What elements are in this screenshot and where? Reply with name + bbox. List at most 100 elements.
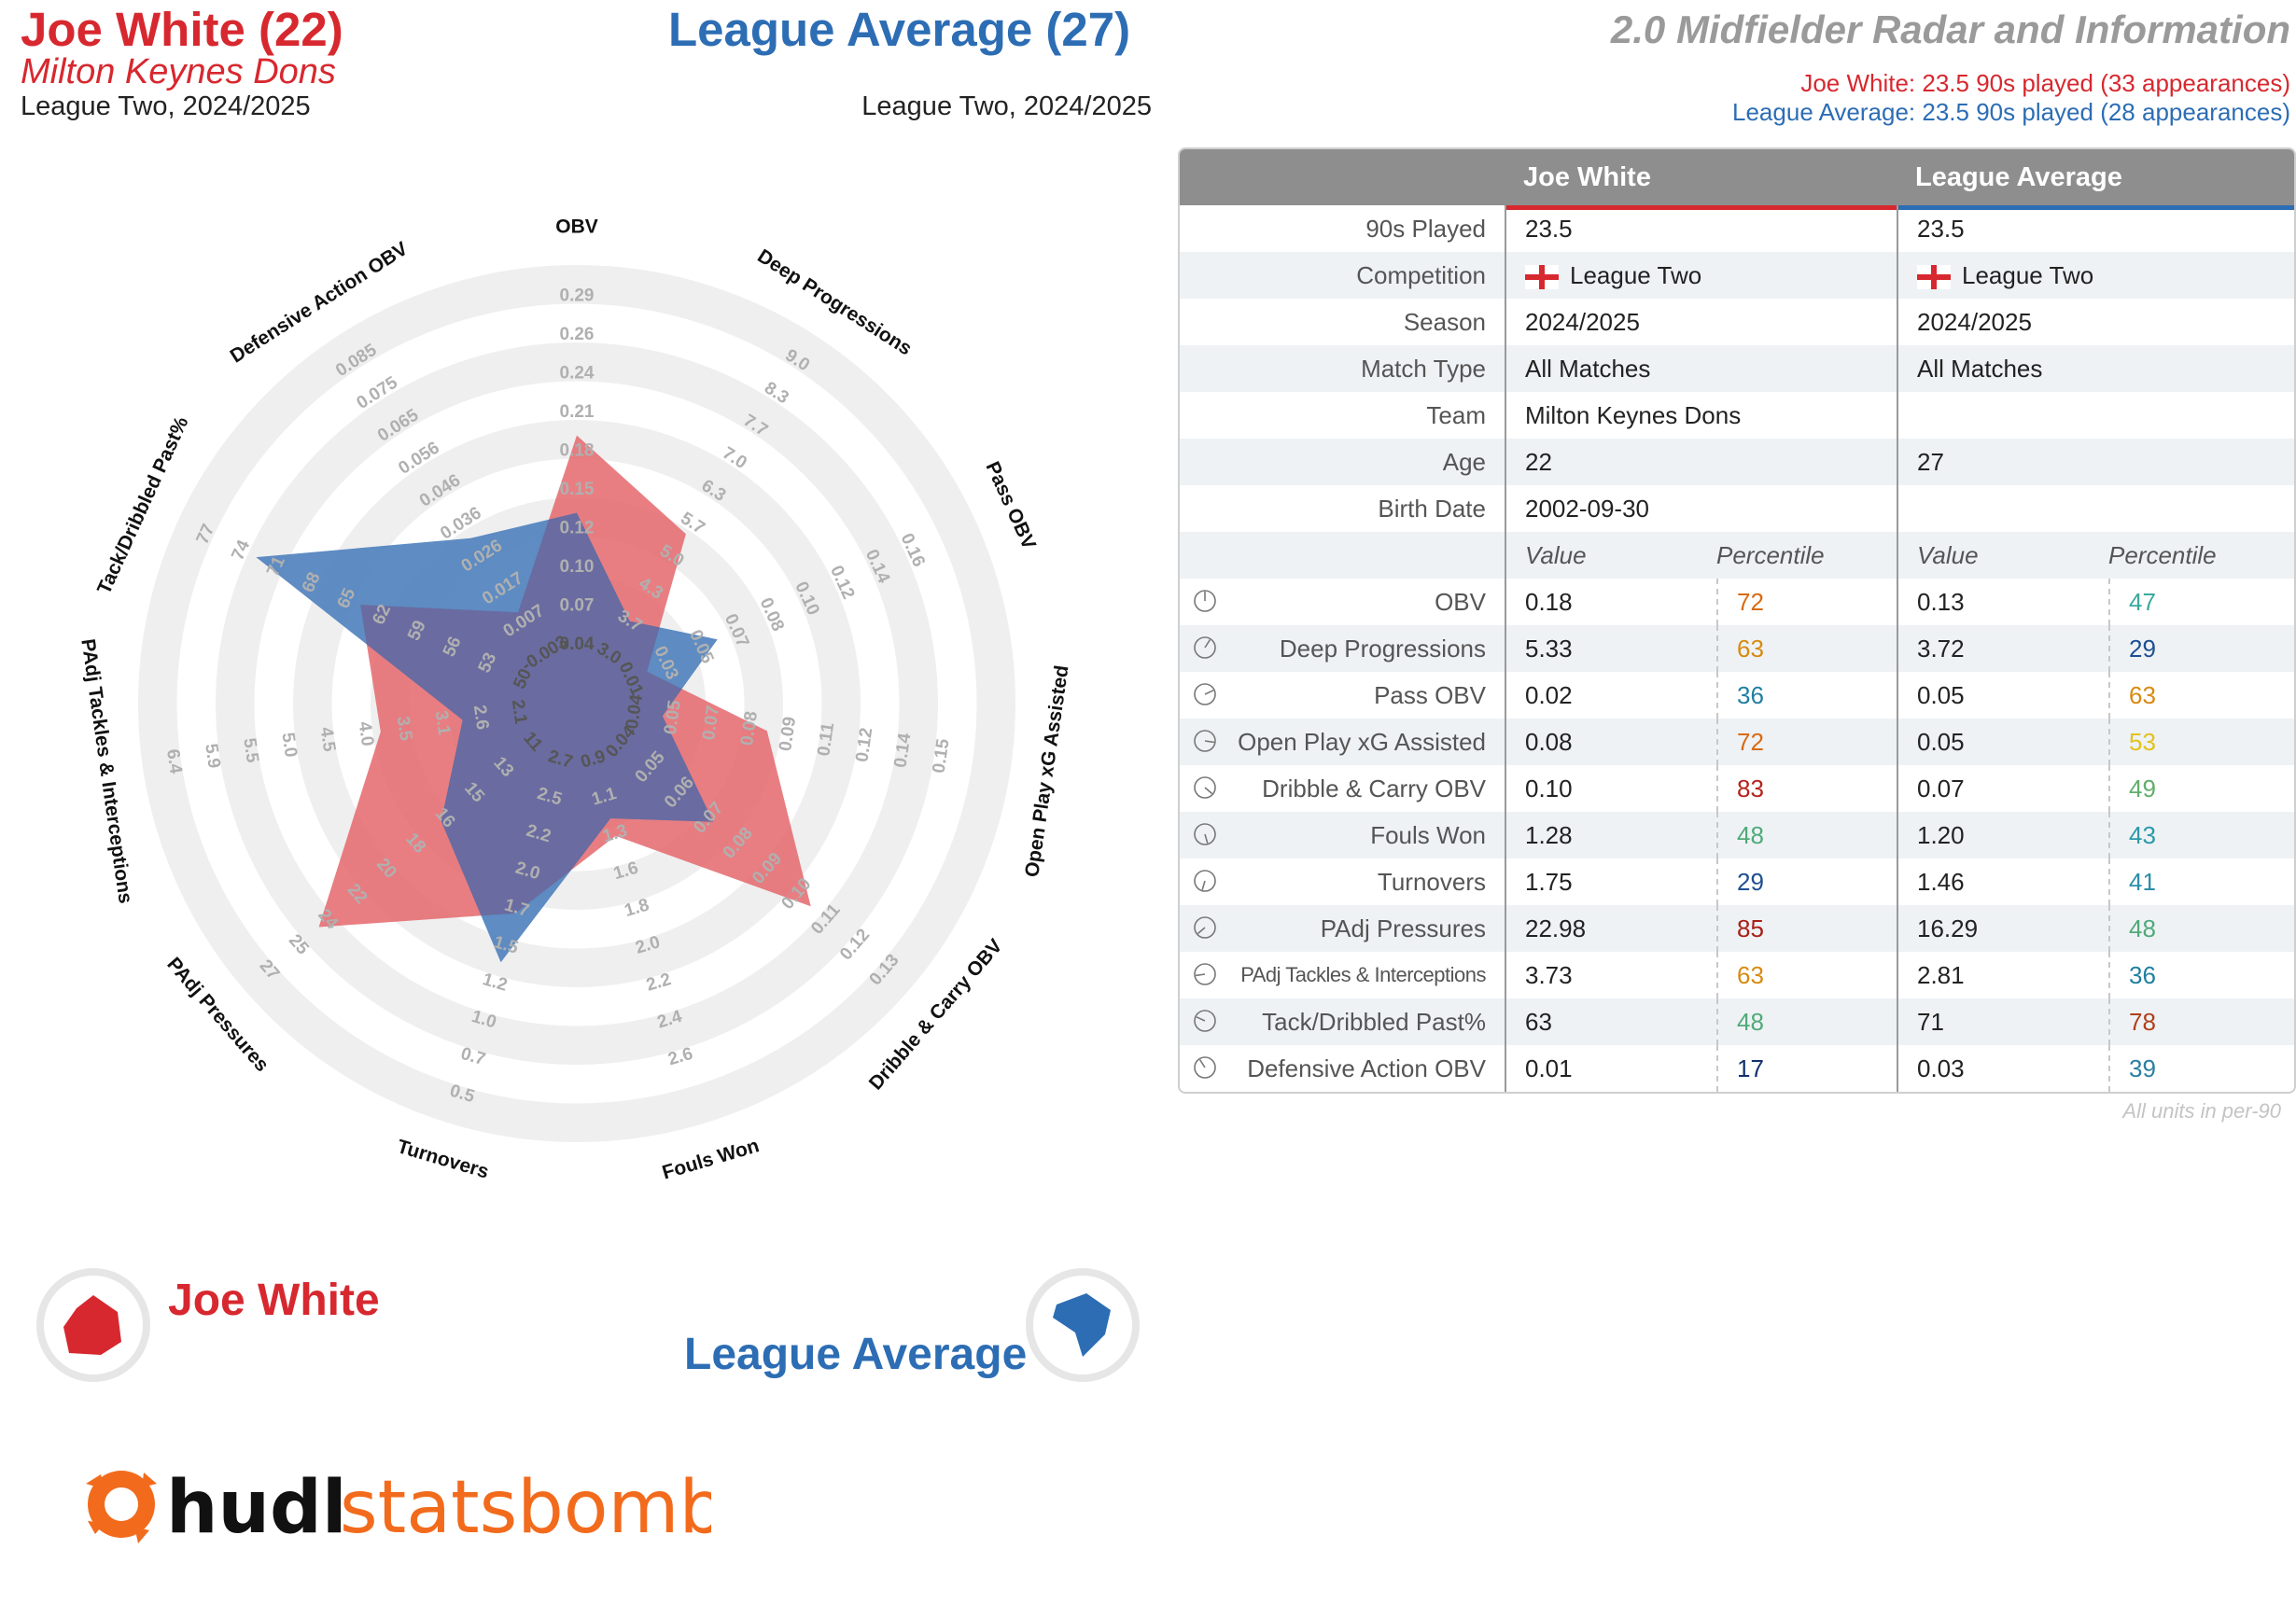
info-label: Competition: [1356, 261, 1486, 289]
p2-metric-percentile: 29: [2108, 625, 2156, 672]
info-rows: 90s Played 23.5 23.5 Competition League Two L…: [1180, 205, 2294, 532]
radar-tick-label: 0.12: [852, 727, 876, 764]
p1-metric-percentile: 48: [1716, 998, 1764, 1045]
legend-player2-label: League Average: [684, 1330, 1028, 1379]
metric-row: Defensive Action OBV 0.01 17 0.03 39: [1180, 1045, 2294, 1092]
radar-title: 2.0 Midfielder Radar and Information: [1610, 7, 2290, 51]
metric-row: Dribble & Carry OBV 0.10 83 0.07 49: [1180, 765, 2294, 812]
p1-metric-percentile: 83: [1716, 765, 1764, 812]
metric-gauge-icon: [1194, 870, 1216, 892]
p1-metric-value: 0.10: [1525, 775, 1573, 802]
p2-metric-value: 1.20: [1917, 821, 1965, 849]
player2-title: League Average (27): [668, 3, 1131, 56]
radar-tick-label: 0.18: [560, 441, 595, 461]
radar-tick-label: 5.5: [239, 737, 262, 765]
metric-row: Pass OBV 0.02 36 0.05 63: [1180, 672, 2294, 719]
p2-metric-value: 2.81: [1917, 961, 1965, 989]
player1-team: Milton Keynes Dons: [21, 52, 336, 91]
column-player2: League Average: [1897, 149, 2294, 210]
metric-label: PAdj Tackles & Interceptions: [1240, 963, 1486, 986]
legend-player1: [35, 1267, 151, 1388]
p2-metric-percentile: 49: [2108, 765, 2156, 812]
radar-tick-label: 0.11: [814, 721, 838, 758]
info-p2-value: League Two: [1962, 261, 2094, 289]
metric-label: Pass OBV: [1374, 681, 1486, 709]
p1-metric-percentile: 17: [1716, 1045, 1764, 1092]
metric-gauge-icon: [1194, 683, 1216, 705]
radar-tick-label: 3.1: [431, 709, 455, 737]
radar-tick-label: 0.15: [929, 737, 953, 775]
p2-metric-percentile: 41: [2108, 858, 2156, 905]
p1-metric-percentile: 85: [1716, 905, 1764, 952]
p2-metric-value: 0.05: [1917, 728, 1965, 756]
player1-minutes: Joe White: 23.5 90s played (33 appearanc…: [1800, 69, 2290, 97]
player2-competition: League Two, 2024/2025: [861, 91, 1152, 121]
radar-tick-label: 0.26: [560, 325, 595, 344]
info-label: Match Type: [1361, 355, 1486, 383]
p1-metric-value: 1.75: [1525, 868, 1573, 896]
p1-metric-percentile: 29: [1716, 858, 1764, 905]
england-flag-icon: [1525, 265, 1559, 290]
radar-tick-label: 4.5: [316, 726, 340, 754]
info-row: Team Milton Keynes Dons: [1180, 392, 2294, 439]
radar-axis-label: OBV: [555, 216, 598, 238]
radar-chart: 0.04 0.07 0.10 0.12 0.15 0.18 0.21 0.24 0.26 0.29…: [77, 216, 1072, 1184]
radar-tick-label: 0.08: [737, 710, 762, 747]
statsbomb-logo-mark: hudl statsbomb: [86, 1466, 725, 1550]
radar-tick-label: 2.6: [469, 704, 493, 731]
radar-tick-label: 0.07: [699, 705, 723, 742]
info-p1-value: 2002-09-30: [1525, 495, 1649, 523]
metric-label: Deep Progressions: [1279, 635, 1486, 663]
p2-metric-percentile: 36: [2108, 952, 2156, 998]
units-note: All units in per-90: [2122, 1099, 2281, 1123]
p1-metric-percentile: 72: [1716, 719, 1764, 765]
p2-metric-value: 71: [1917, 1008, 1944, 1036]
p2-metric-value: 16.29: [1917, 914, 1979, 942]
p1-metric-value: 0.01: [1525, 1054, 1573, 1082]
radar-axis-label: PAdj Tackles & Interceptions: [77, 637, 136, 905]
stats-table: Joe White League Average 90s Played 23.5 2…: [1178, 147, 2296, 1094]
p1-metric-value: 5.33: [1525, 635, 1573, 663]
hudl-statsbomb-logo: hudl statsbomb: [77, 1456, 725, 1563]
metric-gauge-icon: [1194, 776, 1216, 799]
info-p2-value: All Matches: [1917, 355, 2043, 383]
info-row: Competition League Two League Two: [1180, 252, 2294, 299]
metric-row: PAdj Pressures 22.98 85 16.29 48: [1180, 905, 2294, 952]
metric-label: Turnovers: [1377, 868, 1486, 896]
radar-tick-label: 6.4: [162, 747, 186, 775]
radar-axis-label: Open Play xG Assisted: [1021, 663, 1072, 878]
info-label: Age: [1442, 448, 1486, 476]
p2-metric-value: 0.07: [1917, 775, 1965, 802]
info-row: Birth Date 2002-09-30: [1180, 485, 2294, 532]
metric-gauge-icon: [1194, 916, 1216, 939]
radar-tick-label: 0.10: [560, 557, 595, 577]
metric-gauge-icon: [1194, 730, 1216, 752]
p1-metric-value: 22.98: [1525, 914, 1587, 942]
radar-tick-label: 3.5: [393, 715, 416, 743]
p1-metric-value: 1.28: [1525, 821, 1573, 849]
logo-statsbomb-text: statsbomb: [340, 1466, 711, 1550]
metric-label: Open Play xG Assisted: [1238, 728, 1486, 756]
metric-label: Defensive Action OBV: [1247, 1054, 1486, 1082]
info-row: 90s Played 23.5 23.5: [1180, 205, 2294, 252]
radar-ring: [216, 342, 938, 1065]
metric-label: PAdj Pressures: [1320, 914, 1486, 942]
metric-gauge-icon: [1194, 590, 1216, 612]
radar-tick-label: 0.07: [560, 596, 595, 616]
p1-metric-percentile: 48: [1716, 812, 1764, 858]
metric-row: Deep Progressions 5.33 63 3.72 29: [1180, 625, 2294, 672]
info-p1-value: All Matches: [1525, 355, 1651, 383]
series-overlap-area: [318, 512, 718, 928]
radar-axis-label: Pass OBV: [981, 458, 1040, 552]
metric-gauge-icon: [1194, 636, 1216, 659]
info-label: Team: [1426, 401, 1486, 429]
p2-metric-value: 0.03: [1917, 1054, 1965, 1082]
p2-metric-percentile: 53: [2108, 719, 2156, 765]
info-p1-value: 22: [1525, 448, 1552, 476]
radar-ring: [138, 265, 1015, 1142]
metric-row: OBV 0.18 72 0.13 47: [1180, 579, 2294, 625]
info-p1-value: League Two: [1570, 261, 1702, 289]
info-row: Age 22 27: [1180, 439, 2294, 485]
radar-tick-label: 0.15: [560, 480, 595, 499]
legend-player2: [1025, 1267, 1141, 1388]
